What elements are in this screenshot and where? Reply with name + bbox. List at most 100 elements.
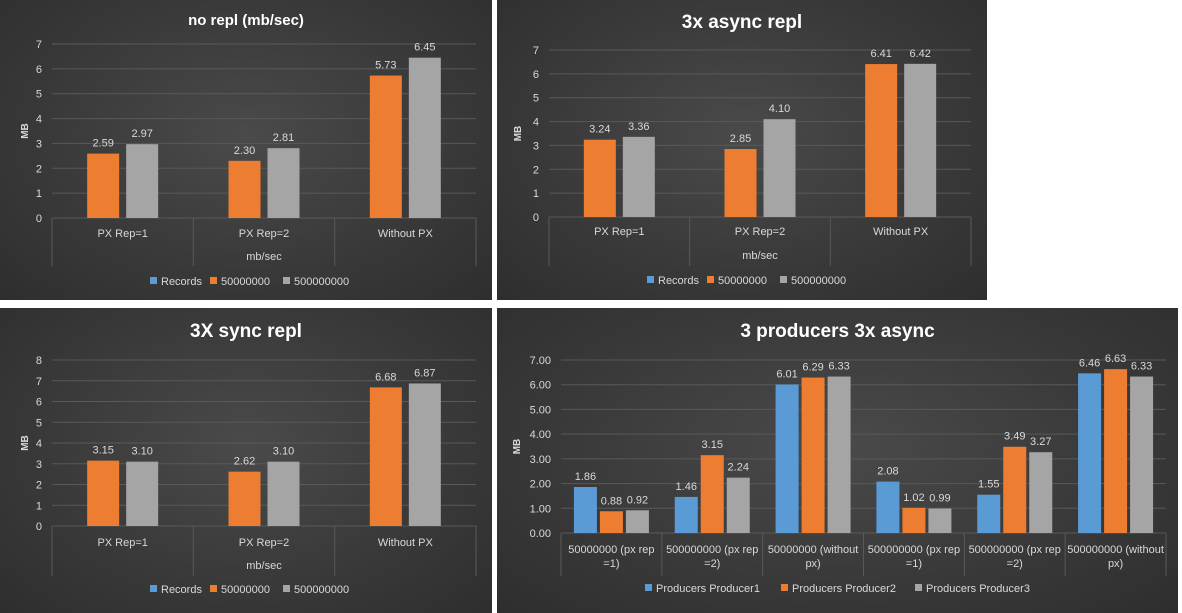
y-tick-label: 1 (36, 500, 42, 512)
chart-panel-3-producers-3x-async: 3 producers 3x async 0.00 1.00 2.00 3.00 4.00… (497, 308, 1178, 613)
bar (625, 510, 649, 533)
x-tick-label: PX Rep=2 (239, 537, 289, 549)
legend-label: 500000000 (294, 584, 349, 596)
x-tick-label: =1) (906, 558, 922, 570)
data-label: 2.97 (131, 128, 152, 140)
chart-svg: 3x async repl 0 1 2 3 4 5 6 7 MB 3.24 2.85 6.41 3.36 4… (513, 12, 972, 287)
y-axis-title: MB (513, 126, 524, 142)
bar (674, 496, 698, 533)
bar (599, 511, 623, 533)
data-label: 6.45 (414, 42, 435, 54)
bar (87, 460, 120, 526)
bar (126, 461, 159, 526)
y-tick-label: 7 (36, 39, 42, 51)
legend-swatch (210, 277, 217, 284)
legend-swatch (283, 277, 290, 284)
x-tick-label: px) (1108, 558, 1123, 570)
data-label: 3.10 (131, 446, 152, 458)
bar (1029, 452, 1053, 533)
x-tick-label: Without PX (378, 228, 434, 240)
y-tick-label: 0 (533, 212, 539, 224)
legend-swatch (283, 585, 290, 592)
x-tick-label: 500000000 (px rep (868, 544, 960, 556)
legend-swatch (707, 276, 714, 283)
data-label: 6.41 (870, 48, 891, 60)
y-tick-label: 1 (533, 188, 539, 200)
x-axis-title: mb/sec (246, 251, 282, 263)
x-tick-label: =2) (704, 558, 720, 570)
bar (267, 461, 300, 526)
chart-panel-no-repl: no repl (mb/sec) 0 1 2 3 4 5 6 7 MB 2.59 2.30 5.73 2.… (0, 0, 492, 300)
data-label: 1.02 (903, 492, 924, 504)
x-tick-label: Without PX (873, 226, 929, 238)
legend-label: Producers Producer2 (792, 583, 896, 595)
legend-swatch (150, 277, 157, 284)
x-tick-label: 500000000 (px rep (666, 544, 758, 556)
bar (573, 487, 597, 533)
x-tick-label: =2) (1007, 558, 1023, 570)
legend-label: Producers Producer1 (656, 583, 760, 595)
data-label: 2.85 (730, 133, 751, 145)
data-label: 3.10 (273, 446, 294, 458)
legend-label: Records (161, 584, 202, 596)
data-label: 3.24 (589, 124, 610, 136)
y-tick-label: 3 (36, 459, 42, 471)
chart-title: 3 producers 3x async (740, 321, 935, 342)
data-label: 5.73 (375, 60, 396, 72)
x-tick-label: 50000000 (px rep (568, 544, 654, 556)
data-label: 6.33 (1131, 361, 1152, 373)
legend-swatch (781, 584, 788, 591)
data-label: 3.49 (1004, 431, 1025, 443)
y-tick-label: 0 (36, 521, 42, 533)
x-tick-label: 500000000 (px rep (969, 544, 1061, 556)
y-tick-label: 6 (36, 397, 42, 409)
bar (904, 63, 937, 217)
y-tick-label: 6 (36, 64, 42, 76)
bar (228, 160, 261, 218)
data-label: 6.68 (375, 371, 396, 383)
bar (928, 508, 952, 533)
chart-svg: 3 producers 3x async 0.00 1.00 2.00 3.00 4.00… (512, 321, 1167, 595)
legend-swatch (210, 585, 217, 592)
y-tick-label: 7.00 (530, 355, 551, 367)
data-label: 3.27 (1030, 436, 1051, 448)
bar (1104, 369, 1128, 533)
y-tick-label: 4 (533, 117, 539, 129)
x-tick-label: PX Rep=1 (97, 537, 147, 549)
y-tick-label: 1 (36, 188, 42, 200)
y-tick-label: 4.00 (530, 429, 551, 441)
bar (775, 384, 799, 533)
y-tick-label: 6 (533, 69, 539, 81)
y-tick-label: 2.00 (530, 479, 551, 491)
x-tick-label: =1) (603, 558, 619, 570)
legend-label: 500000000 (294, 276, 349, 288)
bar (126, 144, 159, 218)
data-label: 1.46 (676, 481, 697, 493)
y-tick-label: 2 (36, 163, 42, 175)
y-tick-label: 3 (533, 140, 539, 152)
x-tick-label: Without PX (378, 537, 434, 549)
data-label: 2.81 (273, 132, 294, 144)
y-tick-label: 0 (36, 213, 42, 225)
data-label: 0.99 (929, 493, 950, 505)
data-label: 3.15 (92, 445, 113, 457)
y-tick-label: 6.00 (530, 380, 551, 392)
y-axis-title: MB (512, 439, 523, 455)
y-tick-label: 7 (36, 376, 42, 388)
y-tick-label: 5 (36, 417, 42, 429)
bar (763, 119, 796, 217)
bar (865, 64, 898, 217)
data-label: 6.87 (414, 367, 435, 379)
bar (267, 148, 300, 218)
y-tick-label: 5 (533, 93, 539, 105)
x-tick-label: PX Rep=1 (594, 226, 644, 238)
data-label: 6.46 (1079, 357, 1100, 369)
chart-svg: no repl (mb/sec) 0 1 2 3 4 5 6 7 MB 2.59 2.30 5.73 2.… (20, 12, 477, 288)
y-tick-label: 5 (36, 89, 42, 101)
data-label: 2.30 (234, 145, 255, 157)
x-tick-label: 50000000 (without (768, 544, 859, 556)
legend-swatch (645, 584, 652, 591)
x-tick-label: px) (805, 558, 820, 570)
bar (724, 149, 757, 217)
bar (622, 136, 655, 217)
